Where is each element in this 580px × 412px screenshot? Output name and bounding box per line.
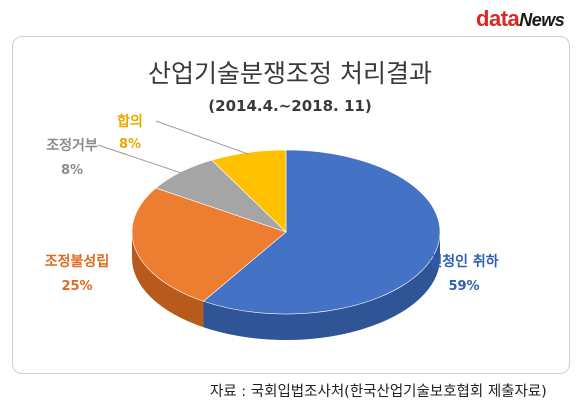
slice-value-label-3: 8% bbox=[119, 137, 141, 152]
pie-side-slice-1 bbox=[132, 232, 204, 328]
pie-side-slice-0 bbox=[203, 232, 440, 340]
pie-slice-slice-1 bbox=[131, 187, 287, 302]
pie-slice-slice-0 bbox=[202, 149, 441, 315]
slice-label-0: 신청인 취하 bbox=[429, 253, 498, 270]
slice-value-label-2: 8% bbox=[61, 163, 83, 178]
chart-subtitle: (2014.4.~2018. 11) bbox=[208, 97, 371, 115]
chart-title: 산업기술분쟁조정 처리결과 bbox=[148, 59, 432, 88]
datanews-logo: dataNews bbox=[476, 6, 565, 31]
pie-slice-slice-3 bbox=[211, 149, 287, 233]
source-note: 자료 : 국회입법조사처(한국산업기술보호협회 제출자료) bbox=[210, 384, 547, 400]
slice-label-2: 조정거부 bbox=[46, 137, 98, 154]
leader-line-3 bbox=[155, 120, 249, 155]
leader-line-2 bbox=[97, 144, 183, 174]
slice-label-1: 조정불성립 bbox=[45, 253, 109, 270]
slice-value-label-1: 25% bbox=[61, 279, 92, 294]
slice-value-label-0: 59% bbox=[448, 279, 479, 294]
slice-label-3: 합의 bbox=[117, 113, 143, 130]
